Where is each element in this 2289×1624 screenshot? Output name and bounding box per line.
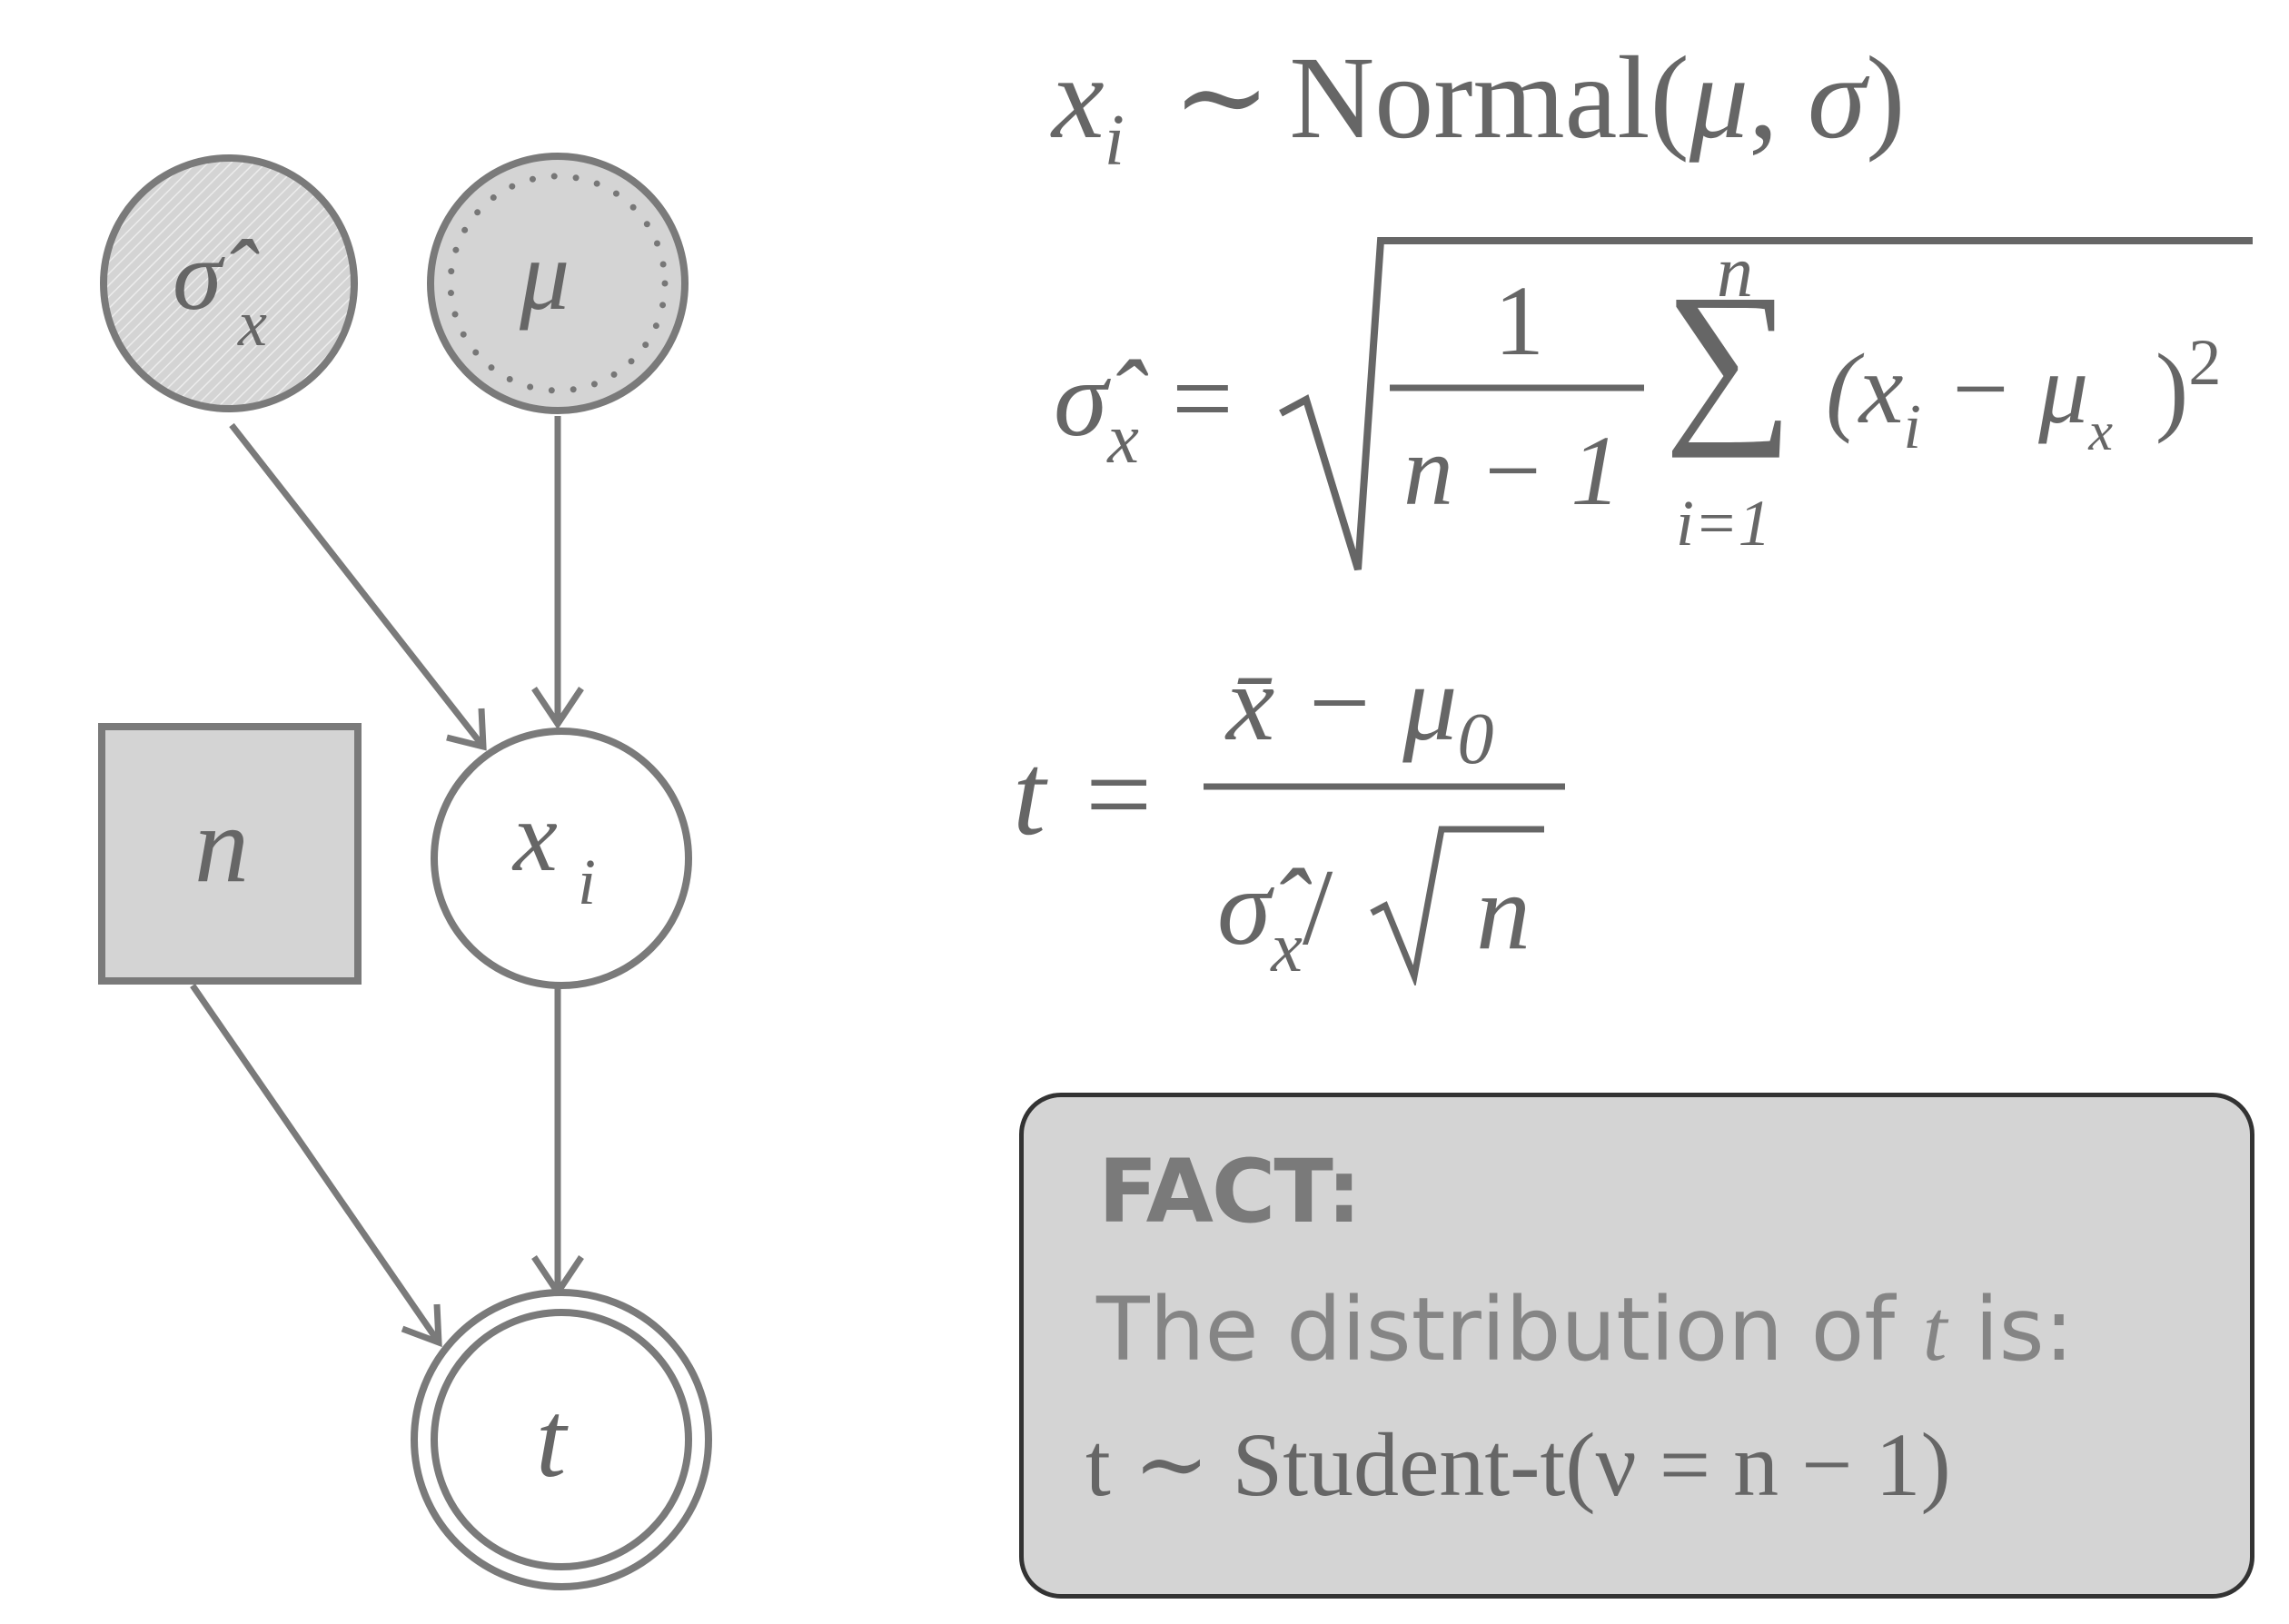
eq2-sum-top: n [1717,233,1753,312]
eq2-mu-sub: x⃗ [2088,401,2155,461]
edge-sigma-to-xi [229,422,486,749]
equation-normal: xi ∼ Normal(μ, σ) [1052,27,1906,181]
eq1-sigma: σ [1808,33,1867,163]
eq2-term: (xi − μx⃗)2 [1826,326,2221,462]
node-xi-sub: i [578,846,596,918]
eq3-lhs: t [1013,729,1046,860]
node-n: n [98,723,362,985]
node-mu: μ [427,153,689,414]
fact-text-var: t [1922,1282,1947,1379]
eq1-close: ) [1866,33,1906,163]
eq3-den: σ̂x/ [1217,845,1333,986]
eq3-den-sigma: σ̂ [1217,847,1272,967]
eq2-lhs: σ̂ [1054,338,1108,459]
eq2-term-open: (x [1826,333,1904,444]
eq2-lhs-sub: x [1107,399,1139,478]
eq2-frac-den: n − 1 [1403,415,1621,526]
eq1-comma: , [1749,33,1808,163]
arrowhead-mu-to-xi [531,687,584,730]
node-n-label: n [194,784,249,905]
eq3-den-slash: / [1302,847,1333,967]
eq3-den-sub: x [1271,907,1303,986]
node-t-label: t [536,1379,569,1500]
eq1-normal: Normal( [1289,33,1690,163]
eq2-rel: = [1172,338,1234,459]
eq3-rel: = [1085,729,1153,860]
fact-box: FACT: The distribution of t is: t ∼ Stud… [1019,1093,2254,1599]
node-t: t [411,1289,712,1590]
arrowhead-n-to-t [401,1303,442,1348]
eq2-radical [1279,237,2253,571]
node-mu-label: μ [519,220,570,331]
eq3-num-text: x̄ − μ [1226,642,1458,763]
edge-n-to-t [190,984,441,1344]
eq2-power: 2 [2188,326,2222,399]
eq2-sum-bottom: i=1 [1676,487,1771,559]
eq3-fraction-bar [1204,783,1565,790]
fact-text-after: is: [1947,1279,2074,1381]
fact-title: FACT: [1098,1141,1362,1243]
eq3-den-root: n [1476,851,1531,972]
fact-text-before: The distribution of [1096,1279,1923,1381]
eq3-radical [1370,826,1544,985]
eq1-rel: ∼ [1172,33,1272,163]
eq2-minus-mu: − μ [1920,333,2089,444]
arrowhead-sigma-to-xi [446,708,487,751]
eq3-num-sub: 0 [1457,699,1494,779]
eq2-sum: ∑ [1664,258,1794,459]
edges [190,416,584,1348]
eq1-mu: μ [1689,33,1749,163]
eq2-term-sub: i [1903,392,1921,462]
node-sigma-hat-x: σ̂ x [100,154,358,412]
eq1-lhs-sub: i [1104,101,1125,181]
eq2-close: ) [2155,333,2189,444]
fact-formula: t ∼ Student-t(ν = n − 1) [1085,1414,1951,1515]
node-x-i: x i [431,728,692,989]
eq2-frac-num: 1 [1494,265,1544,376]
node-xi-label: x [511,781,558,892]
eq1-lhs: x [1052,33,1105,163]
graphical-model: σ̂ x μ n x i t [98,153,712,1590]
node-sigma-sub: x [237,287,267,360]
eq3-num: x̄ − μ0 [1226,640,1493,779]
fact-text: The distribution of t is: [1096,1279,2074,1381]
